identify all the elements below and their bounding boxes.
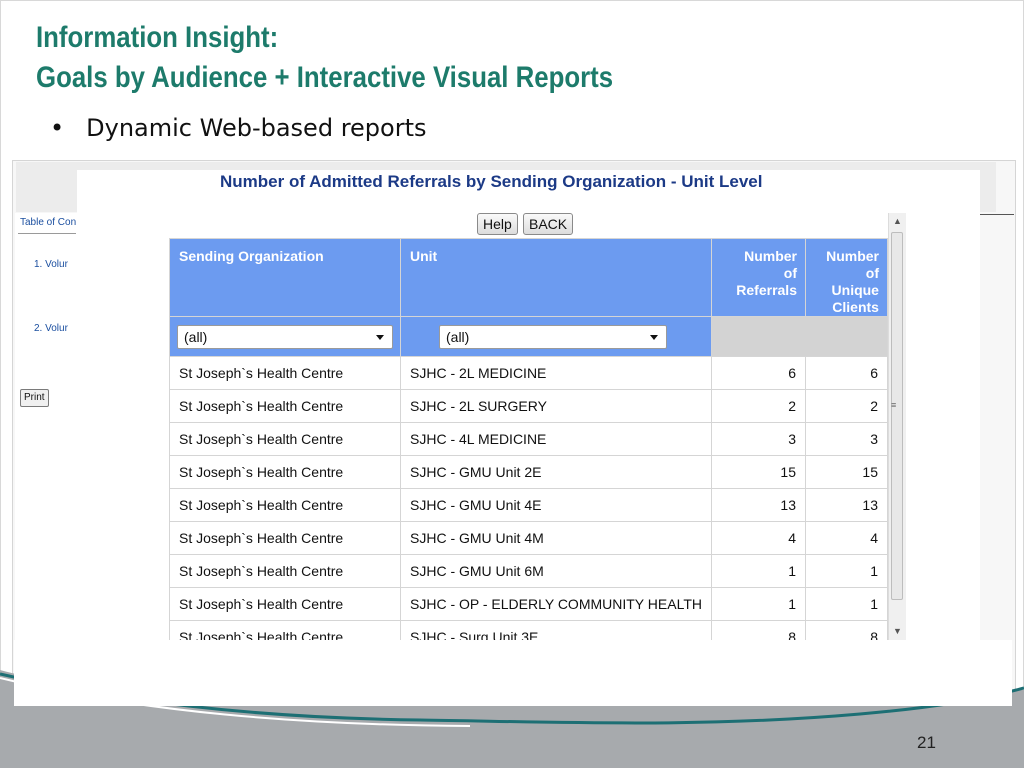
- cell-sending-organization: St Joseph`s Health Centre: [169, 389, 401, 423]
- column-header-number-of-unique-clients[interactable]: Number of Unique Clients: [804, 238, 888, 317]
- table-row: St Joseph`s Health Centre SJHC - OP - EL…: [169, 587, 888, 621]
- scrollbar-thumb[interactable]: [891, 232, 903, 600]
- slide-title: Information Insight: Goals by Audience +…: [36, 18, 613, 98]
- table-row: St Joseph`s Health Centre SJHC - GMU Uni…: [169, 521, 888, 555]
- cell-number-of-unique-clients: 13: [804, 488, 888, 522]
- unit-filter-cell: (all): [400, 316, 712, 357]
- cell-number-of-unique-clients: 3: [804, 422, 888, 456]
- toc-item-2[interactable]: 2. Volur: [34, 323, 68, 334]
- cell-sending-organization: St Joseph`s Health Centre: [169, 422, 401, 456]
- divider: [980, 214, 1014, 215]
- slide-title-line-1: Information Insight:: [36, 21, 279, 54]
- filter-row: (all) (all): [169, 316, 888, 357]
- toc-title[interactable]: Table of Con: [20, 217, 77, 228]
- cell-sending-organization: St Joseph`s Health Centre: [169, 521, 401, 555]
- cell-unit: SJHC - 4L MEDICINE: [400, 422, 712, 456]
- table-row: St Joseph`s Health Centre SJHC - 2L MEDI…: [169, 356, 888, 390]
- grip-icon: ≡: [891, 400, 897, 410]
- cell-unit: SJHC - GMU Unit 4M: [400, 521, 712, 555]
- cell-number-of-unique-clients: 1: [804, 554, 888, 588]
- print-button[interactable]: Print: [20, 389, 49, 407]
- cell-sending-organization: St Joseph`s Health Centre: [169, 587, 401, 621]
- table-row: St Joseph`s Health Centre SJHC - GMU Uni…: [169, 554, 888, 588]
- unit-filter-value: (all): [446, 328, 470, 345]
- column-header-number-of-referrals[interactable]: Number of Referrals: [710, 238, 806, 317]
- cell-number-of-referrals: 1: [710, 587, 806, 621]
- page-number: 21: [917, 733, 936, 752]
- cell-sending-organization: St Joseph`s Health Centre: [169, 356, 401, 390]
- table-row: St Joseph`s Health Centre SJHC - GMU Uni…: [169, 455, 888, 489]
- cell-unit: SJHC - GMU Unit 4E: [400, 488, 712, 522]
- bullet-dot-icon: •: [50, 114, 65, 142]
- table-row: St Joseph`s Health Centre SJHC - 2L SURG…: [169, 389, 888, 423]
- empty-filter-cell: [710, 316, 888, 357]
- slide-title-line-2: Goals by Audience + Interactive Visual R…: [36, 61, 614, 94]
- toc-item-1[interactable]: 1. Volur: [34, 259, 68, 270]
- cell-sending-organization: St Joseph`s Health Centre: [169, 488, 401, 522]
- referrals-table: Sending Organization Unit Number of Refer…: [169, 238, 888, 654]
- cell-number-of-referrals: 4: [710, 521, 806, 555]
- column-header-unit[interactable]: Unit: [400, 238, 712, 317]
- org-filter-select[interactable]: (all): [177, 324, 393, 349]
- cell-number-of-referrals: 13: [710, 488, 806, 522]
- cell-number-of-unique-clients: 4: [804, 521, 888, 555]
- cell-number-of-referrals: 6: [710, 356, 806, 390]
- cell-number-of-referrals: 3: [710, 422, 806, 456]
- table-row: St Joseph`s Health Centre SJHC - GMU Uni…: [169, 488, 888, 522]
- cell-number-of-unique-clients: 1: [804, 587, 888, 621]
- column-header-sending-organization[interactable]: Sending Organization: [169, 238, 401, 317]
- cell-number-of-referrals: 2: [710, 389, 806, 423]
- chevron-down-icon: [649, 334, 658, 340]
- report-title: Number of Admitted Referrals by Sending …: [220, 172, 763, 191]
- vertical-scrollbar[interactable]: ▲ ≡ ▼: [888, 213, 906, 640]
- cell-unit: SJHC - GMU Unit 6M: [400, 554, 712, 588]
- back-button[interactable]: BACK: [523, 213, 574, 235]
- report-panel-bottom: [14, 640, 1012, 706]
- divider: [18, 233, 76, 234]
- cell-number-of-unique-clients: 6: [804, 356, 888, 390]
- table-row: St Joseph`s Health Centre SJHC - 4L MEDI…: [169, 422, 888, 456]
- cell-number-of-referrals: 15: [710, 455, 806, 489]
- cell-unit: SJHC - OP - ELDERLY COMMUNITY HEALTH: [400, 587, 712, 621]
- cell-number-of-referrals: 1: [710, 554, 806, 588]
- cell-unit: SJHC - 2L MEDICINE: [400, 356, 712, 390]
- cell-sending-organization: St Joseph`s Health Centre: [169, 554, 401, 588]
- org-filter-value: (all): [184, 328, 208, 345]
- chevron-down-icon: [376, 334, 384, 340]
- scroll-down-arrow-icon[interactable]: ▼: [893, 626, 902, 636]
- unit-filter-select[interactable]: (all): [439, 324, 667, 349]
- org-filter-cell: (all): [169, 316, 401, 357]
- cell-sending-organization: St Joseph`s Health Centre: [169, 455, 401, 489]
- bullet-text: Dynamic Web-based reports: [86, 114, 427, 142]
- help-button[interactable]: Help: [477, 213, 518, 235]
- cell-number-of-unique-clients: 2: [804, 389, 888, 423]
- toc-sidebar: [15, 213, 78, 673]
- cell-unit: SJHC - 2L SURGERY: [400, 389, 712, 423]
- scroll-up-arrow-icon[interactable]: ▲: [893, 216, 902, 226]
- bullet-item: • Dynamic Web-based reports: [50, 114, 427, 142]
- cell-number-of-unique-clients: 15: [804, 455, 888, 489]
- cell-unit: SJHC - GMU Unit 2E: [400, 455, 712, 489]
